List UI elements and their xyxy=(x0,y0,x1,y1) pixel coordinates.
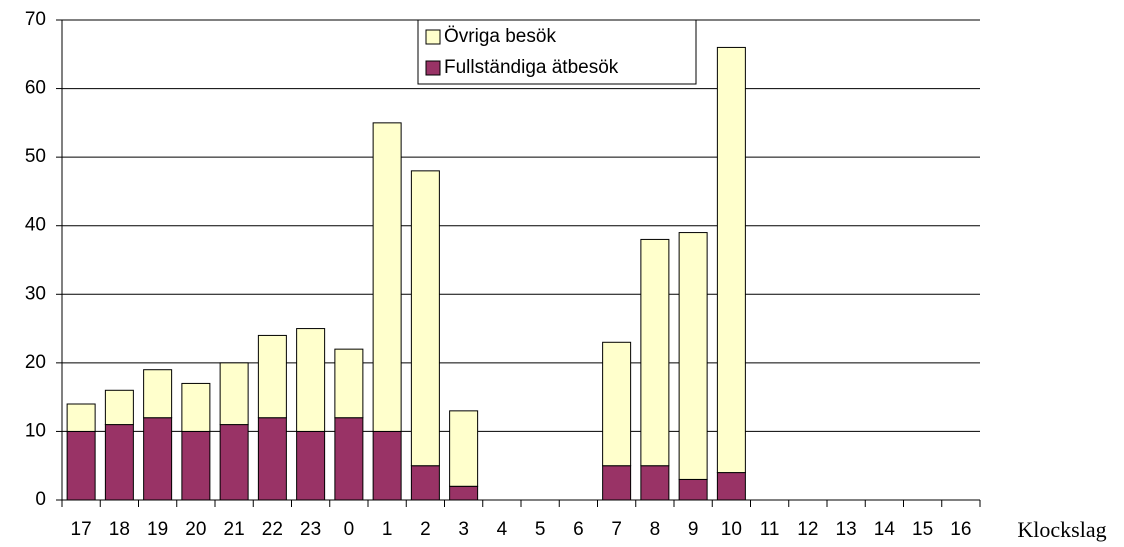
x-tick-label: 23 xyxy=(300,519,321,540)
bar-segment xyxy=(219,424,249,501)
x-tick-label: 1 xyxy=(382,519,393,540)
bar-segment xyxy=(66,403,96,432)
x-tick-label: 14 xyxy=(874,519,896,540)
bar-segment xyxy=(334,348,364,419)
bar-segment xyxy=(640,238,670,467)
bar-segment xyxy=(296,430,326,501)
x-tick-label: 12 xyxy=(797,519,818,540)
legend-swatch xyxy=(425,29,441,45)
legend-label: Fullständiga ätbesök xyxy=(444,57,619,78)
bar-segment xyxy=(716,46,746,474)
bar-segment xyxy=(372,430,402,501)
bar-segment xyxy=(219,362,249,426)
x-tick-label: 8 xyxy=(650,519,661,540)
bar-segment xyxy=(602,465,632,501)
x-tick-label: 16 xyxy=(950,519,971,540)
y-tick-label: 60 xyxy=(25,78,46,99)
bar-segment xyxy=(257,334,287,419)
x-tick-label: 10 xyxy=(721,519,742,540)
bar-segment xyxy=(372,122,402,432)
y-tick-label: 40 xyxy=(25,215,46,236)
legend-box xyxy=(417,19,697,85)
bar-segment xyxy=(181,430,211,501)
bar-segment xyxy=(602,341,632,467)
bar-segment xyxy=(257,417,287,501)
x-tick-label: 20 xyxy=(185,519,206,540)
bar-segment xyxy=(410,170,440,467)
y-tick-label: 70 xyxy=(25,9,46,30)
x-tick-label: 3 xyxy=(458,519,469,540)
y-tick-label: 0 xyxy=(35,489,46,510)
x-tick-label: 9 xyxy=(688,519,699,540)
x-tick-label: 17 xyxy=(71,519,92,540)
bar-segment xyxy=(334,417,364,501)
legend-label: Övriga besök xyxy=(444,26,556,47)
y-tick-label: 50 xyxy=(25,146,46,167)
x-tick-label: 15 xyxy=(912,519,933,540)
y-tick-label: 30 xyxy=(25,283,46,304)
bar-segment xyxy=(678,478,708,501)
y-tick-label: 10 xyxy=(25,420,46,441)
bar-segment xyxy=(640,465,670,501)
x-tick-label: 13 xyxy=(836,519,857,540)
bar-segment xyxy=(143,417,173,501)
bar-segment xyxy=(143,369,173,419)
bar-segment xyxy=(181,382,211,432)
x-axis-label: Klockslag xyxy=(1017,517,1106,542)
x-tick-label: 0 xyxy=(344,519,355,540)
bar-segment xyxy=(296,328,326,432)
bar-segment xyxy=(104,389,134,426)
bar-segment xyxy=(66,430,96,501)
x-tick-label: 4 xyxy=(497,519,508,540)
bar-segment xyxy=(716,472,746,501)
bar-segment xyxy=(104,424,134,501)
legend-swatch xyxy=(425,60,441,76)
x-tick-label: 19 xyxy=(147,519,168,540)
x-tick-label: 7 xyxy=(611,519,622,540)
y-tick-label: 20 xyxy=(25,352,46,373)
x-tick-label: 6 xyxy=(573,519,584,540)
bar-segment xyxy=(449,485,479,501)
x-tick-label: 21 xyxy=(224,519,245,540)
x-tick-label: 22 xyxy=(262,519,283,540)
bar-segment xyxy=(449,410,479,487)
bar-segment xyxy=(410,465,440,501)
bar-segment xyxy=(678,232,708,480)
x-tick-label: 2 xyxy=(420,519,431,540)
x-tick-label: 18 xyxy=(109,519,130,540)
x-tick-label: 11 xyxy=(760,519,780,540)
x-tick-label: 5 xyxy=(535,519,546,540)
